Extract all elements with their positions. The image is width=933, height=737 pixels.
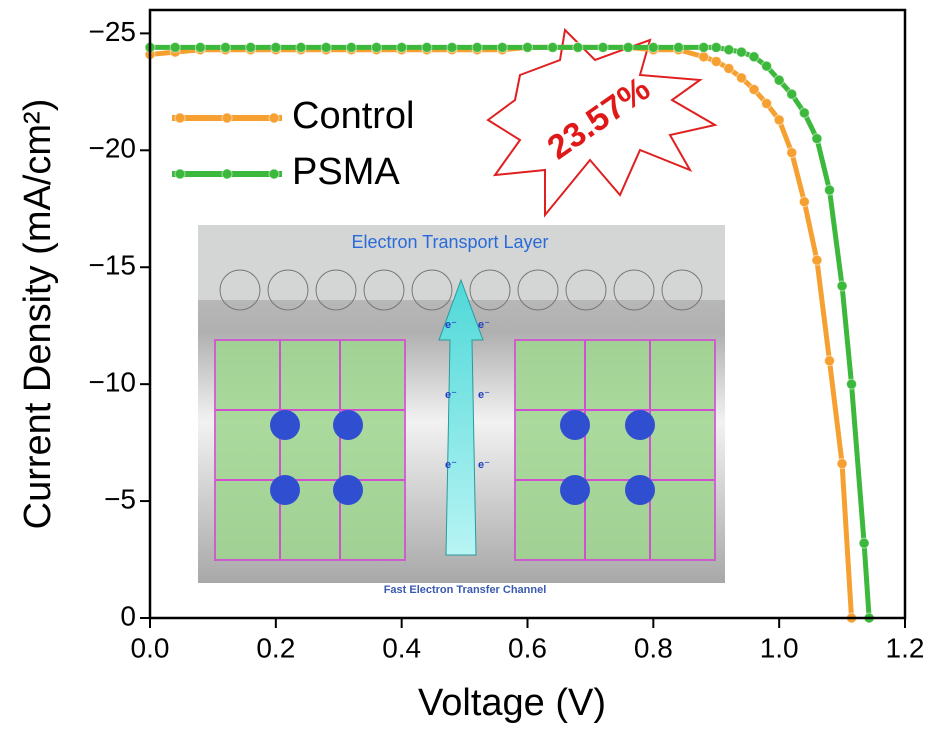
electron-label: e⁻	[478, 319, 490, 331]
data-point	[497, 42, 507, 52]
data-point	[674, 42, 684, 52]
x-tick-label: 0.2	[256, 632, 295, 663]
data-point	[847, 379, 857, 389]
data-point	[447, 42, 457, 52]
data-point	[372, 42, 382, 52]
legend-marker	[269, 113, 279, 123]
x-tick-label: 0.6	[508, 632, 547, 663]
legend-marker	[222, 169, 232, 179]
y-tick-label: −5	[104, 483, 136, 514]
y-tick-label: −15	[89, 250, 137, 281]
x-tick-label: 1.0	[760, 632, 799, 663]
data-point	[837, 281, 847, 291]
data-point	[825, 185, 835, 195]
data-point	[825, 356, 835, 366]
data-point	[346, 42, 356, 52]
electron-label: e⁻	[478, 459, 490, 471]
data-point	[523, 42, 533, 52]
legend-label: Control	[292, 95, 415, 137]
y-tick-label: 0	[120, 600, 136, 631]
data-point	[548, 42, 558, 52]
legend-label: PSMA	[292, 151, 400, 193]
data-point	[799, 108, 809, 118]
data-point	[246, 42, 256, 52]
data-point	[724, 63, 734, 73]
x-tick-label: 0.4	[382, 632, 421, 663]
chart: Electron Transport Layer Fast Electron T…	[0, 0, 933, 732]
inset-title: Electron Transport Layer	[351, 232, 548, 252]
data-point	[774, 75, 784, 85]
data-point	[699, 52, 709, 62]
inset-caption: Fast Electron Transfer Channel	[384, 584, 547, 596]
data-point	[422, 42, 432, 52]
data-point	[724, 45, 734, 55]
data-point	[736, 73, 746, 83]
data-point	[271, 42, 281, 52]
data-point	[598, 42, 608, 52]
starburst: 23.57%	[488, 30, 715, 215]
y-tick-label: −25	[89, 16, 137, 47]
data-point	[170, 42, 180, 52]
data-point	[472, 42, 482, 52]
data-point	[812, 255, 822, 265]
data-point	[699, 42, 709, 52]
data-point	[221, 42, 231, 52]
legend-marker	[175, 113, 185, 123]
data-point	[648, 42, 658, 52]
data-point	[762, 99, 772, 109]
data-point	[711, 56, 721, 66]
electron-label: e⁻	[445, 319, 457, 331]
data-point	[195, 42, 205, 52]
y-tick-label: −10	[89, 367, 137, 398]
data-point	[711, 42, 721, 52]
inset-image: Electron Transport Layer Fast Electron T…	[198, 225, 725, 596]
data-point	[787, 89, 797, 99]
data-point	[749, 52, 759, 62]
data-point	[762, 61, 772, 71]
electron-label: e⁻	[445, 389, 457, 401]
data-point	[573, 42, 583, 52]
data-point	[859, 538, 869, 548]
y-axis-label: Current Density (mA/cm²)	[17, 99, 59, 530]
x-tick-label: 0.8	[634, 632, 673, 663]
y-tick-label: −20	[89, 133, 137, 164]
data-point	[296, 42, 306, 52]
x-tick-label: 1.2	[886, 632, 925, 663]
data-point	[623, 42, 633, 52]
data-point	[787, 148, 797, 158]
data-point	[799, 197, 809, 207]
data-point	[837, 459, 847, 469]
data-point	[397, 42, 407, 52]
electron-label: e⁻	[445, 459, 457, 471]
legend-marker	[222, 113, 232, 123]
data-point	[774, 115, 784, 125]
data-point	[321, 42, 331, 52]
legend-marker	[175, 169, 185, 179]
data-point	[736, 47, 746, 57]
x-axis-label: Voltage (V)	[418, 682, 606, 724]
data-point	[749, 85, 759, 95]
legend-marker	[269, 169, 279, 179]
x-tick-label: 0.0	[131, 632, 170, 663]
electron-label: e⁻	[478, 389, 490, 401]
data-point	[812, 134, 822, 144]
